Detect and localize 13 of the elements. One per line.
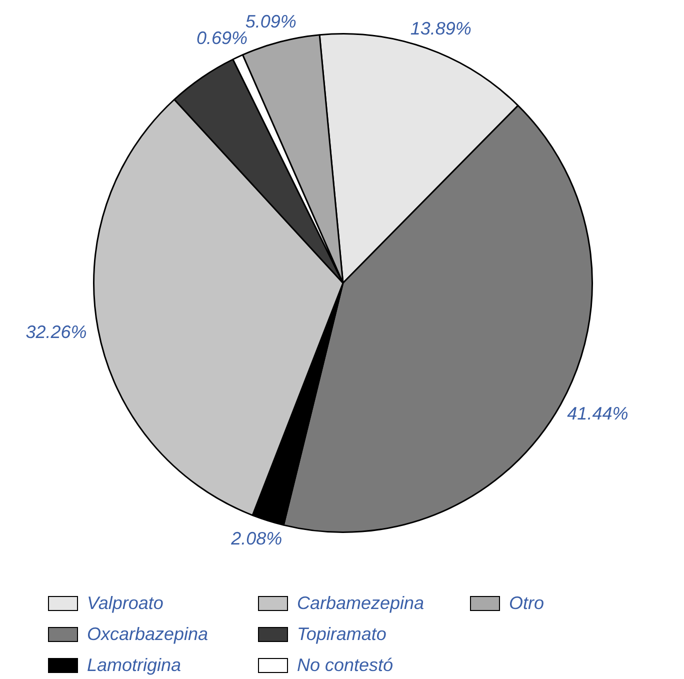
data-label: 41.44% <box>567 403 628 424</box>
legend-label: Carbamezepina <box>297 593 424 614</box>
legend-label: Otro <box>509 593 544 614</box>
data-label: 0.69% <box>196 28 248 48</box>
data-label: 32.26% <box>26 322 87 342</box>
data-label: 2.08% <box>230 528 282 549</box>
data-label: 13.89% <box>410 18 472 38</box>
legend-label: No contestó <box>297 655 394 676</box>
legend-label: Valproato <box>87 593 164 614</box>
legend-label: Topiramato <box>297 624 386 645</box>
legend-label: Oxcarbazepina <box>87 624 208 645</box>
data-label: 5.09% <box>245 11 296 32</box>
legend-label: Lamotrigina <box>87 655 182 676</box>
